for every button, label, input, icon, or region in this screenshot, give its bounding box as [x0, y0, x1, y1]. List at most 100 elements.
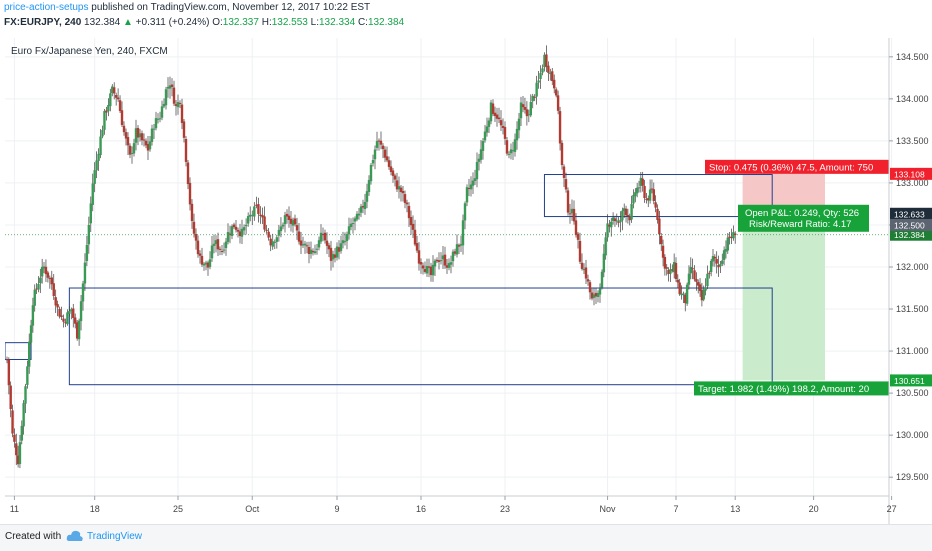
price-tag-stop-box: [890, 167, 932, 180]
candle-down: [385, 156, 389, 161]
candle-down: [497, 117, 501, 120]
candle-down: [114, 94, 118, 98]
candle-down: [146, 143, 150, 151]
candle-up: [150, 128, 154, 142]
candle-up: [461, 220, 465, 246]
candle-up: [281, 224, 285, 227]
candle-down: [220, 251, 224, 253]
candle-down: [325, 240, 329, 246]
candle-up: [343, 241, 347, 243]
candle-down: [553, 79, 556, 89]
price-tick-label: 130.500: [896, 388, 929, 398]
candle-up: [291, 220, 295, 226]
candle-down: [667, 270, 670, 274]
candle-up: [722, 250, 726, 260]
candle-down: [417, 250, 421, 264]
price-tick-label: 133.500: [896, 136, 929, 146]
candle-down: [238, 231, 242, 237]
candle-down: [691, 268, 694, 270]
candle-down: [136, 127, 140, 138]
tradingview-cloud-icon[interactable]: [66, 529, 84, 543]
candle-down: [58, 308, 61, 317]
candle-up: [451, 251, 455, 262]
candle-down: [588, 282, 592, 293]
candle-down: [144, 140, 148, 146]
candle-up: [682, 293, 685, 296]
candle-up: [317, 240, 321, 248]
time-axis[interactable]: 11 18 25 Oct 9 16 23 Nov 7 13 20 27: [10, 496, 897, 514]
candle-up: [732, 232, 735, 239]
candle-up: [168, 85, 172, 89]
candle-down: [401, 190, 405, 194]
candle-up: [18, 442, 22, 465]
candle-down: [56, 304, 59, 308]
candle-up: [371, 160, 375, 164]
candle-up: [349, 223, 353, 228]
candle-down: [259, 214, 262, 216]
candle-down: [293, 218, 297, 225]
candle-down: [399, 187, 403, 193]
time-tick-label: 23: [500, 504, 510, 514]
candle-up: [598, 288, 602, 295]
candle-down: [228, 233, 232, 235]
candle-down: [671, 269, 674, 271]
candle-up: [244, 224, 248, 227]
drawn-rectangles[interactable]: [4, 174, 889, 386]
candle-up: [77, 320, 81, 340]
candle-down: [580, 262, 584, 269]
candle-up: [70, 309, 73, 312]
candle-down: [5, 359, 9, 361]
candle-up: [87, 224, 91, 245]
candle-down: [257, 204, 260, 214]
candle-up: [680, 293, 683, 296]
candle-up: [721, 260, 724, 264]
candle-down: [269, 238, 272, 246]
candle-up: [639, 177, 643, 186]
candle-up: [111, 86, 114, 94]
close-label: C:: [357, 17, 368, 28]
candle-down: [297, 231, 301, 242]
candle-down: [547, 65, 550, 73]
candle-up: [449, 262, 453, 265]
candle-down: [556, 95, 560, 111]
candle-up: [357, 213, 361, 216]
candle-up: [543, 54, 546, 68]
candle-up: [489, 102, 493, 122]
candle-down: [628, 216, 631, 221]
candle-up: [481, 141, 485, 151]
candle-down: [54, 297, 57, 306]
candle-down: [613, 218, 617, 222]
candle-down: [105, 110, 108, 113]
candle-down: [411, 223, 415, 230]
candle-down: [206, 262, 210, 268]
candle-up: [630, 204, 633, 220]
candle-up: [79, 301, 83, 322]
candle-up: [702, 289, 705, 300]
author-link[interactable]: price-action-setups: [4, 2, 89, 13]
pl-label: Open P&L: 0.249, Qty: 526: [745, 208, 859, 219]
candle-down: [491, 103, 495, 114]
price-chart[interactable]: Stop: 0.475 (0.36%) 47.5, Amount: 750 Tar…: [4, 38, 932, 524]
candle-down: [423, 269, 427, 272]
candle-down: [499, 120, 503, 126]
open-value: 132.337: [222, 17, 259, 28]
candle-up: [224, 241, 228, 249]
price-tag-target: 130.651: [894, 376, 925, 386]
candle-down: [525, 109, 529, 117]
candle-up: [549, 72, 552, 75]
candle-down: [660, 235, 663, 245]
price-tag-last: 132.384: [894, 230, 925, 240]
price-axis[interactable]: 129.500 130.000 130.500 131.000 131.500 132.0…: [889, 52, 932, 482]
candle-up: [242, 227, 246, 231]
candle-down: [661, 245, 665, 258]
candle-down: [734, 233, 737, 236]
candle-down: [186, 162, 190, 185]
stop-label: Stop: 0.475 (0.36%) 47.5, Amount: 750: [709, 162, 873, 173]
candle-down: [698, 284, 702, 291]
candle-down: [377, 140, 381, 142]
candle-up: [537, 80, 540, 83]
candle-up: [479, 149, 483, 160]
chart-area[interactable]: Stop: 0.475 (0.36%) 47.5, Amount: 750 Tar…: [4, 38, 932, 524]
tradingview-brand-link[interactable]: TradingView: [87, 531, 143, 542]
stop-label-box: [705, 159, 889, 174]
